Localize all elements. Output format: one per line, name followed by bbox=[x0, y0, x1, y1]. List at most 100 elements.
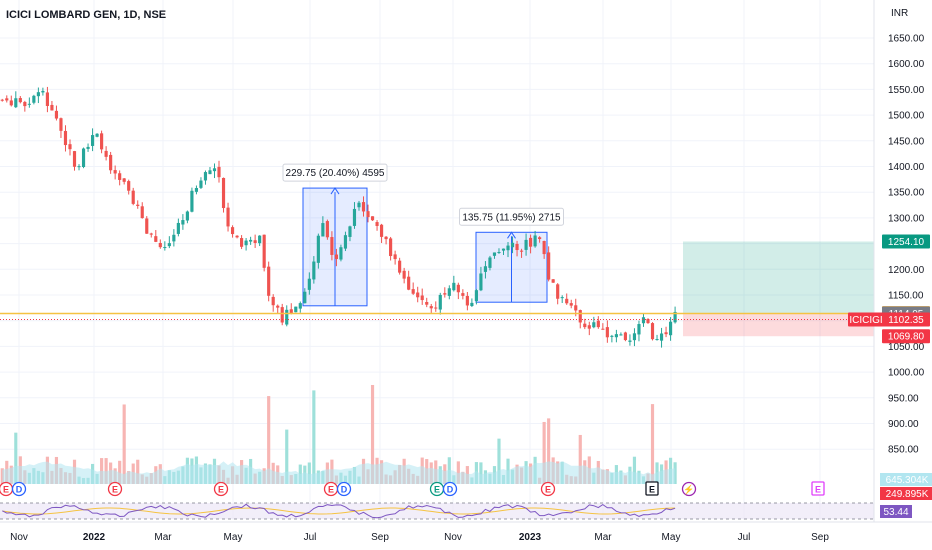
candle-body bbox=[100, 133, 104, 150]
price-tick-label: 1200.00 bbox=[888, 265, 925, 276]
candle-body bbox=[538, 237, 542, 240]
event-marker-shape bbox=[442, 481, 458, 497]
candle-body bbox=[253, 240, 257, 243]
candle-body bbox=[605, 327, 609, 338]
candle-body bbox=[41, 90, 45, 93]
candle-body bbox=[59, 118, 63, 131]
time-tick-label: Mar bbox=[594, 532, 612, 543]
candle-body bbox=[434, 307, 438, 309]
price-tick-label: 1050.00 bbox=[888, 342, 925, 353]
event-marker-glyph: E bbox=[434, 485, 440, 495]
candle-body bbox=[109, 154, 113, 171]
candle-body bbox=[226, 207, 230, 227]
event-marker-shape bbox=[645, 481, 659, 496]
event-marker-glyph: E bbox=[218, 485, 224, 495]
event-marker-earnings: E bbox=[323, 481, 339, 497]
candle-body bbox=[533, 235, 537, 247]
candle-body bbox=[9, 100, 13, 106]
candle-body bbox=[393, 254, 397, 260]
candle-body bbox=[176, 222, 180, 234]
price-tick-label: 1300.00 bbox=[888, 213, 925, 224]
candle-body bbox=[294, 306, 298, 313]
price-tick-label: 1000.00 bbox=[888, 368, 925, 379]
candle-body bbox=[271, 296, 275, 306]
candle-body bbox=[443, 293, 447, 295]
candle-body bbox=[267, 266, 271, 296]
candle-body bbox=[407, 276, 411, 290]
grid bbox=[0, 0, 874, 520]
candle-body bbox=[456, 284, 460, 293]
rsi-pane bbox=[0, 502, 874, 520]
candle-body bbox=[185, 211, 189, 221]
volume-tag: 249.895K bbox=[886, 489, 929, 500]
candle-body bbox=[158, 242, 162, 248]
candle-body bbox=[190, 190, 194, 212]
volume-bar bbox=[650, 404, 655, 484]
candle-body bbox=[0, 99, 4, 101]
price-tick-label: 1400.00 bbox=[888, 162, 925, 173]
candle-body bbox=[18, 98, 22, 103]
price-tag-box bbox=[882, 234, 930, 249]
candle-body bbox=[86, 146, 90, 149]
candle-body bbox=[136, 204, 140, 206]
candle-body bbox=[221, 177, 226, 209]
currency-label: INR bbox=[891, 8, 908, 19]
event-marker-dividend: D bbox=[442, 481, 458, 497]
volume-tag-box bbox=[880, 487, 932, 500]
volume-bar bbox=[479, 462, 483, 484]
rsi-tag-box bbox=[880, 505, 912, 518]
candle-body bbox=[316, 235, 320, 263]
event-marker-shape bbox=[11, 481, 27, 497]
measure-label: 229.75 (20.40%) 4595 bbox=[286, 168, 385, 179]
event-marker-shape bbox=[681, 481, 697, 497]
candle-body bbox=[285, 309, 289, 325]
candle-body bbox=[547, 252, 551, 280]
event-marker-glyph: E bbox=[815, 485, 821, 495]
measure-label: 135.75 (11.95%) 2715 bbox=[462, 212, 561, 223]
event-marker-glyph: E bbox=[328, 485, 334, 495]
candle-body bbox=[163, 247, 167, 249]
candle-body bbox=[416, 292, 420, 298]
candle-body bbox=[641, 317, 646, 324]
price-tick-label: 1650.00 bbox=[888, 34, 925, 45]
candle-body bbox=[623, 332, 628, 341]
volume-bar bbox=[456, 461, 460, 484]
candle-body bbox=[348, 226, 352, 237]
measure-label-box bbox=[282, 163, 388, 182]
event-marker-earnings: E bbox=[429, 481, 445, 497]
candle-body bbox=[551, 279, 555, 283]
candle-body bbox=[628, 340, 632, 342]
candle-body bbox=[524, 239, 528, 250]
candle-body bbox=[230, 227, 235, 235]
rsi-band bbox=[0, 503, 874, 519]
event-marker-glyph: D bbox=[341, 485, 348, 495]
volume-moving-average bbox=[2, 461, 676, 484]
candle-body bbox=[240, 238, 244, 247]
candle-body bbox=[569, 303, 573, 306]
candle-body bbox=[366, 211, 370, 218]
candle-body bbox=[425, 301, 429, 305]
candle-body bbox=[258, 235, 262, 244]
candle-body bbox=[325, 221, 329, 238]
time-tick-label: Nov bbox=[444, 532, 462, 543]
candle-body bbox=[212, 168, 217, 172]
candle-body bbox=[655, 339, 659, 341]
time-tick-label: Jul bbox=[304, 532, 317, 543]
candle-body bbox=[619, 334, 623, 336]
price-tick-label: 1550.00 bbox=[888, 85, 925, 96]
event-marker-glyph: E bbox=[545, 485, 551, 495]
measure-arrowhead bbox=[330, 187, 340, 195]
target-zone bbox=[683, 241, 874, 314]
event-marker-dividend: D bbox=[336, 481, 352, 497]
candle-body bbox=[402, 270, 406, 279]
event-marker-earnings-upcoming: E bbox=[811, 481, 825, 496]
candle-body bbox=[167, 243, 171, 247]
candle-body bbox=[357, 202, 361, 208]
candle-body bbox=[664, 332, 668, 335]
time-tick-label: Mar bbox=[154, 532, 172, 543]
event-marker-split: ⚡ bbox=[681, 481, 697, 497]
price-tag-label: 1254.10 bbox=[888, 237, 925, 248]
candle-body bbox=[659, 333, 664, 341]
candle-body bbox=[379, 224, 384, 237]
